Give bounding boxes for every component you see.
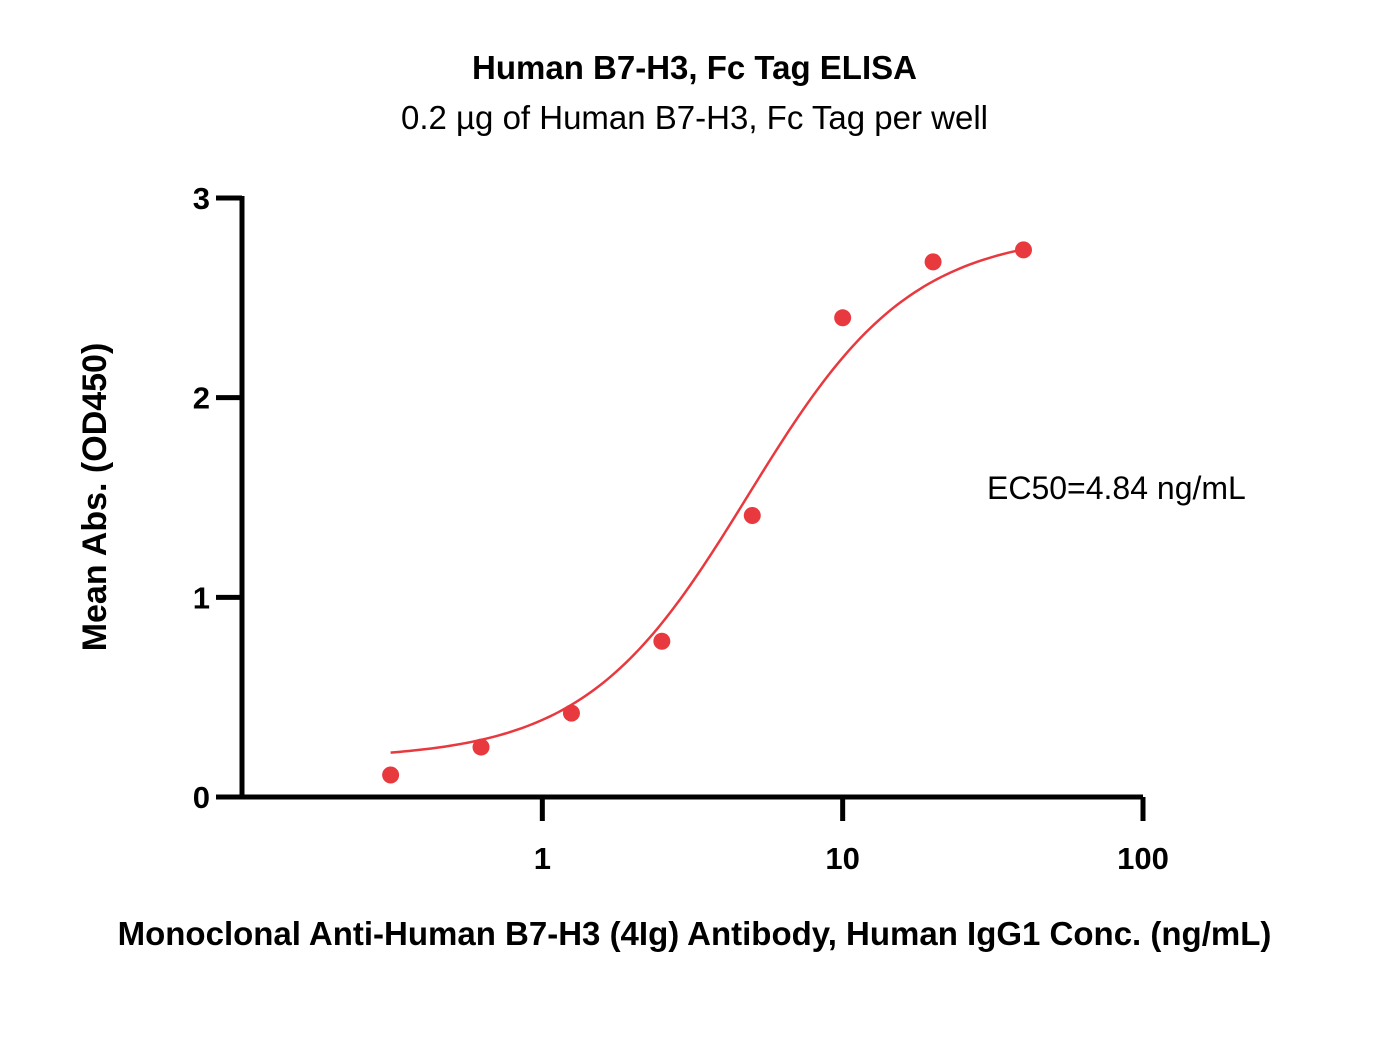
- y-axis-label: Mean Abs. (OD450): [76, 342, 114, 652]
- data-point: [924, 253, 942, 271]
- chart-subtitle: 0.2 µg of Human B7-H3, Fc Tag per well: [400, 99, 988, 136]
- data-point: [743, 506, 761, 524]
- y-tick-label: 1: [193, 580, 210, 615]
- data-point: [1014, 241, 1032, 259]
- x-tick-label: 1: [534, 841, 551, 876]
- fit-curve: [390, 248, 1024, 754]
- data-point: [472, 738, 490, 756]
- data-points: [382, 241, 1032, 784]
- data-point: [382, 766, 400, 784]
- y-tick-label: 2: [193, 381, 210, 416]
- data-point: [834, 309, 852, 327]
- chart-title: Human B7-H3, Fc Tag ELISA: [472, 49, 917, 86]
- y-tick-label: 0: [193, 780, 210, 815]
- y-tick-label: 3: [193, 181, 210, 216]
- x-tick-label: 100: [1117, 841, 1169, 876]
- x-ticks: 1 10 100: [534, 797, 1169, 876]
- x-axis-label: Monoclonal Anti-Human B7-H3 (4Ig) Antibo…: [117, 915, 1272, 952]
- data-point: [562, 704, 580, 722]
- x-tick-label: 10: [825, 841, 859, 876]
- ec50-annotation: EC50=4.84 ng/mL: [987, 470, 1246, 506]
- y-ticks: 0 1 2 3: [193, 181, 242, 815]
- data-point: [653, 632, 671, 650]
